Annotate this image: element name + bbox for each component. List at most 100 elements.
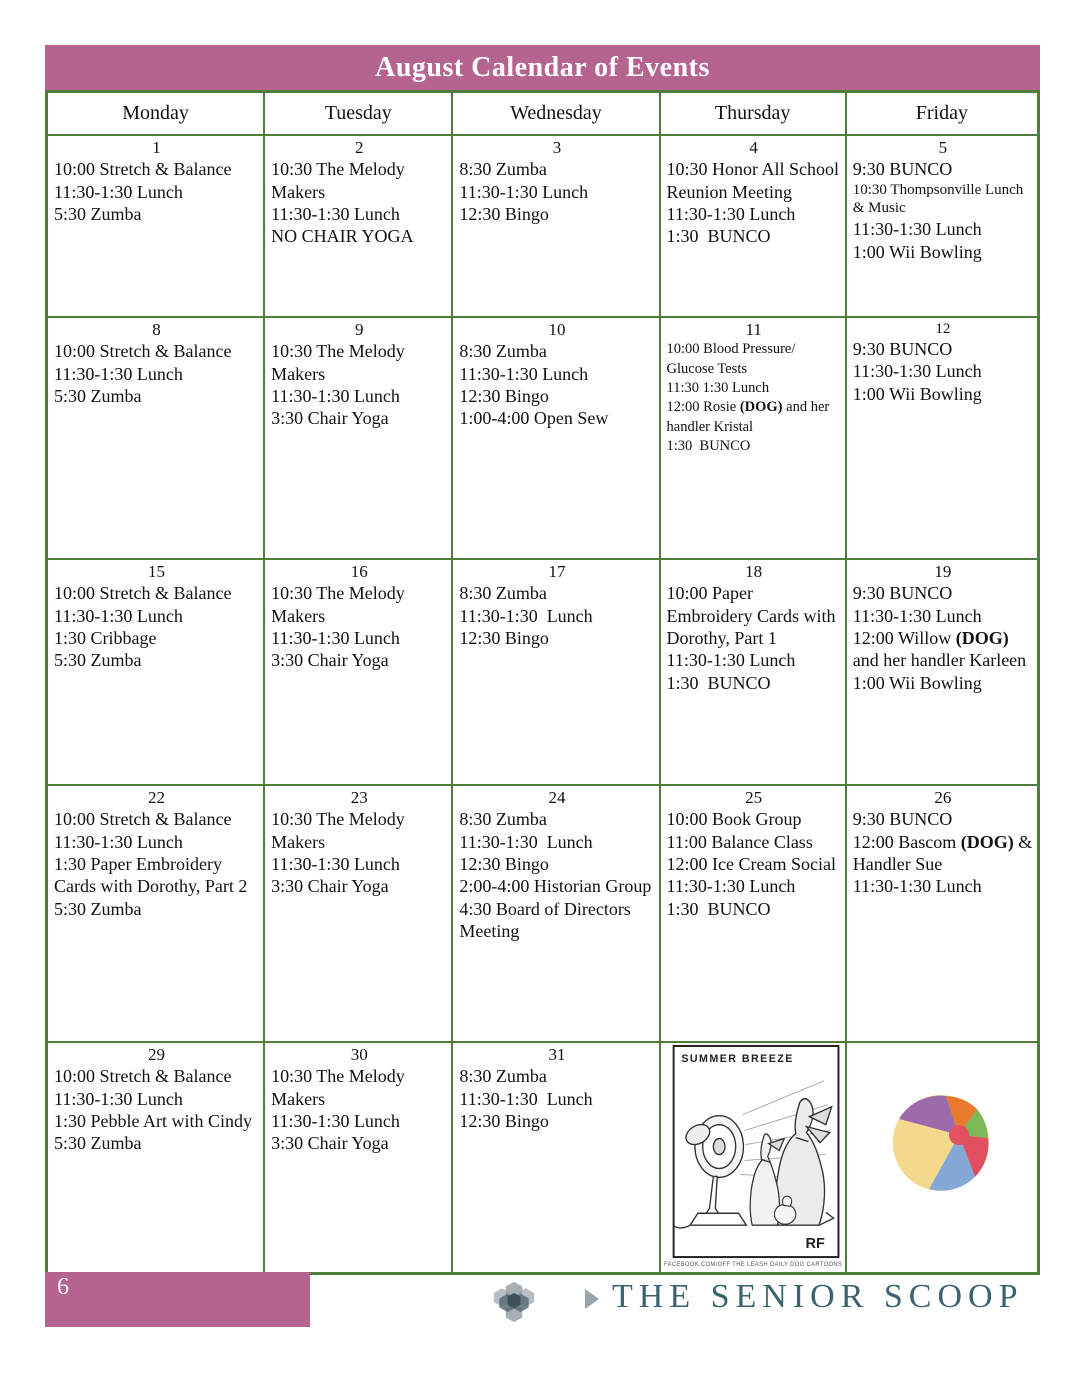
calendar-cell-day-19: 19 9:30 BUNCO 11:30-1:30 Lunch 12:00 Willow… [845, 559, 1038, 785]
event-line: 11:30 1:30 Lunch [666, 379, 770, 396]
calendar-cell-day-29: 29 10:00 Stretch & Balance 11:30-1:30 Lunc… [47, 1042, 265, 1273]
day-number: 15 [148, 562, 166, 581]
day-number: 22 [148, 788, 166, 807]
event-line: 11:30-1:30 Lunch [54, 363, 183, 384]
event-line: 2:00-4:00 Historian Group [459, 876, 652, 897]
calendar-cell-day-31: 31 8:30 Zumba 11:30-1:30 Lunch 12:30 Bingo [452, 1042, 660, 1273]
calendar-title-bar: August Calendar of Events [45, 45, 1040, 90]
calendar-cell-beachball [845, 1042, 1038, 1273]
calendar-cell-day-30: 30 10:30 The Melody Makers 11:30-1:30 Lunc… [264, 1042, 453, 1273]
event-line: 3:30 Chair Yoga [271, 408, 389, 429]
day-header-monday: Monday [47, 92, 265, 135]
event-line: 11:30-1:30 Lunch [54, 1088, 183, 1109]
event-line: 10:00 Stretch & Balance [54, 583, 232, 604]
event-line: 11:30-1:30 Lunch [271, 628, 400, 649]
event-line: 8:30 Zumba [459, 159, 547, 180]
event-line: 1:30 BUNCO [666, 898, 771, 919]
cartoon-caption: FACEBOOK.COM/OFF THE LEASH DAILY DOG CAR… [663, 1262, 841, 1268]
event-line: 8:30 Zumba [459, 809, 547, 830]
day-number: 31 [548, 1045, 566, 1064]
calendar-grid: Monday Tuesday Wednesday Thursday Friday 1 10:… [45, 90, 1040, 1275]
event-line: 3:30 Chair Yoga [271, 650, 389, 671]
fan-illustration [673, 1114, 748, 1229]
summer-breeze-cartoon: SUMMER BREEZE [663, 1044, 841, 1268]
event-line: 9:30 BUNCO [852, 159, 953, 180]
logo-arrow-icon [585, 1289, 599, 1309]
event-line: 11:30-1:30 Lunch [852, 605, 982, 626]
calendar-cell-day-25: 25 10:00 Book Group 11:00 Balance Class 12:… [659, 785, 846, 1042]
event-line: 11:30-1:30 Lunch [852, 219, 982, 240]
day-number: 2 [354, 138, 364, 157]
event-line: 3:30 Chair Yoga [271, 1133, 389, 1154]
event-line: 11:30-1:30 Lunch [852, 876, 982, 897]
puppy-illustration [773, 1195, 796, 1225]
event-line: 10:30 The Melody Makers [271, 809, 410, 852]
event-line: 1:30 Cribbage [54, 628, 157, 649]
cartoon-title: SUMMER BREEZE [681, 1053, 793, 1065]
event-line: 10:00 Paper Embroidery Cards with Doroth… [666, 583, 840, 649]
event-line: 5:30 Zumba [54, 386, 142, 407]
day-number: 18 [745, 562, 763, 581]
page-title: August Calendar of Events [375, 51, 710, 83]
event-line: 8:30 Zumba [459, 341, 547, 362]
event-line: 1:30 Pebble Art with Cindy [54, 1111, 252, 1132]
event-line: 4:30 Board of Directors Meeting [459, 898, 636, 941]
event-line: 12:30 Bingo [459, 628, 549, 649]
event-line: 9:30 BUNCO [852, 809, 953, 830]
event-line: 11:30-1:30 Lunch [852, 361, 982, 382]
calendar-cell-day-3: 3 8:30 Zumba 11:30-1:30 Lunch 12:30 Bingo [452, 135, 660, 317]
event-line: 8:30 Zumba [459, 583, 547, 604]
footer-page-bar: 6 [45, 1272, 310, 1327]
event-line: 11:30-1:30 Lunch [459, 831, 593, 852]
event-line: 8:30 Zumba [459, 1066, 547, 1087]
page-number: 6 [57, 1274, 69, 1300]
event-line: 12:30 Bingo [459, 854, 549, 875]
senior-scoop-logo-icon [493, 1281, 535, 1323]
event-line: 5:30 Zumba [54, 1133, 142, 1154]
event-line: 1:30 BUNCO [666, 437, 751, 454]
event-line: 10:30 The Melody Makers [271, 159, 410, 202]
day-number: 25 [745, 788, 763, 807]
event-line: 5:30 Zumba [54, 650, 142, 671]
event-line: 11:30-1:30 Lunch [54, 605, 183, 626]
calendar-cell-day-26: 26 9:30 BUNCO 12:00 Bascom (DOG) & Handler… [845, 785, 1038, 1042]
day-number: 4 [749, 138, 758, 157]
day-number: 29 [148, 1045, 166, 1064]
event-line: 10:00 Book Group [666, 809, 802, 830]
event-line: Glucose Tests [666, 360, 747, 377]
event-line: NO CHAIR YOGA [271, 226, 414, 247]
calendar-cell-cartoon: SUMMER BREEZE [659, 1042, 846, 1273]
small-dog-illustration [749, 1133, 785, 1226]
day-number: 8 [152, 320, 161, 339]
event-line: 11:30-1:30 Lunch [54, 831, 183, 852]
day-header-tuesday: Tuesday [264, 92, 453, 135]
calendar-cell-day-17: 17 8:30 Zumba 11:30-1:30 Lunch 12:30 Bingo [452, 559, 660, 785]
event-line: 12:00 Bascom (DOG) & Handler Sue [852, 831, 1037, 875]
event-line: 10:00 Stretch & Balance [54, 159, 232, 180]
beach-ball-image [891, 1093, 991, 1193]
event-line: 10:00 Stretch & Balance [54, 341, 232, 362]
event-line: 10:00 Blood Pressure/ [666, 341, 796, 358]
event-line: 5:30 Zumba [54, 204, 142, 225]
event-line: 11:30-1:30 Lunch [459, 181, 589, 202]
calendar-cell-day-10: 10 8:30 Zumba 11:30-1:30 Lunch 12:30 Bingo 1… [452, 317, 660, 559]
day-number: 3 [552, 138, 562, 157]
day-header-thursday: Thursday [659, 92, 846, 135]
event-line: 10:30 The Melody Makers [271, 341, 410, 384]
calendar-cell-day-18: 18 10:00 Paper Embroidery Cards with Doro… [659, 559, 846, 785]
event-line: 3:30 Chair Yoga [271, 876, 389, 897]
event-line: 12:00 Ice Cream Social [666, 854, 836, 875]
brand-wordmark: THE SENIOR SCOOP [612, 1278, 1024, 1315]
event-line: 11:30-1:30 Lunch [666, 876, 796, 897]
event-line: 1:00 Wii Bowling [852, 241, 982, 262]
event-line: 5:30 Zumba [54, 898, 142, 919]
day-number: 16 [350, 562, 368, 581]
cartoon-signature: RF [805, 1236, 824, 1252]
event-line: 11:30-1:30 Lunch [459, 1088, 593, 1109]
event-line: 10:30 The Melody Makers [271, 583, 410, 626]
event-line: 11:30-1:30 Lunch [666, 650, 796, 671]
day-number: 5 [938, 138, 948, 157]
event-line: 12:30 Bingo [459, 386, 549, 407]
event-line: 11:00 Balance Class [666, 831, 813, 852]
event-line: 11:30-1:30 Lunch [666, 204, 796, 225]
